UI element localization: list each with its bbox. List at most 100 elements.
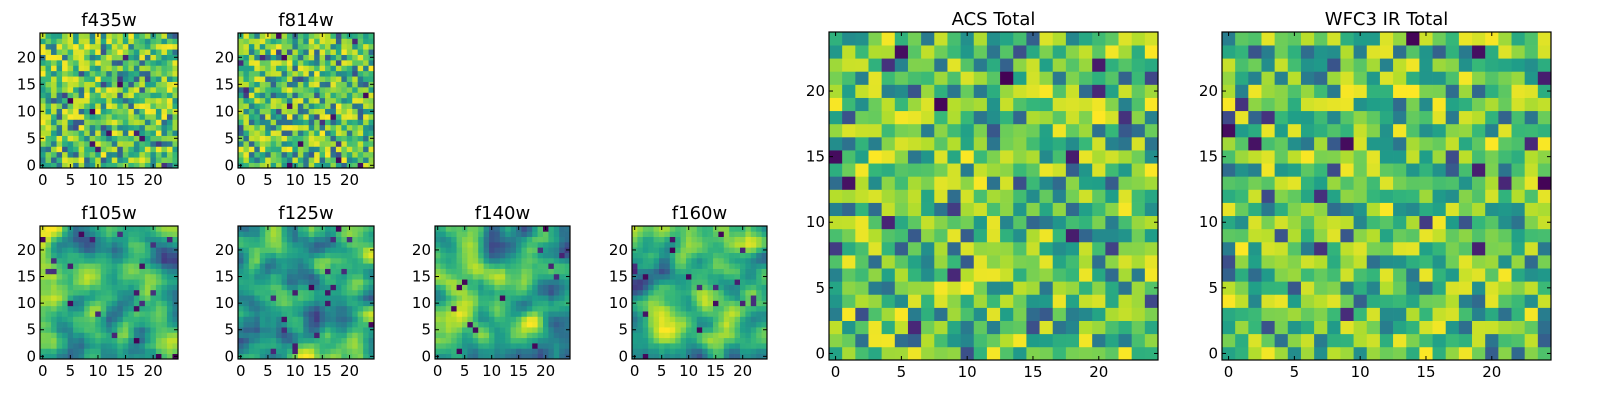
heatmap-cell [286,226,293,232]
heatmap-cell [907,58,922,72]
heatmap-cell [335,247,342,253]
heatmap-cell [286,87,293,93]
heatmap-cell [166,146,173,153]
heatmap-cell [691,268,698,275]
heatmap-cell [363,135,369,142]
heatmap-cell [1052,307,1067,321]
heatmap-cell [314,311,320,317]
heatmap-cell [729,311,735,317]
heatmap-cell [155,231,162,237]
heatmap-cell [642,247,649,253]
heatmap-cell [659,321,665,328]
heatmap-cell [1485,176,1499,190]
heatmap-cell [265,157,271,163]
heatmap-cell [276,135,282,142]
heatmap-cell [553,231,560,237]
heatmap-cell [842,320,856,335]
heatmap-cell [1485,333,1499,348]
heatmap-cell [696,226,703,232]
heatmap-cell [325,263,331,269]
heatmap-cell [259,130,266,136]
heatmap-cell [1000,202,1014,217]
heatmap-cell [675,327,681,333]
heatmap-cell [521,337,528,344]
heatmap-cell [73,337,79,344]
heatmap-cell [973,84,988,98]
heatmap-cell [335,311,342,317]
heatmap-cell [881,123,896,138]
heatmap-cell [319,60,326,66]
heatmap-cell [111,87,118,93]
heatmap-cell [51,252,57,259]
heatmap-cell [270,279,277,285]
heatmap-cell [238,289,244,296]
heatmap-cell [128,92,135,99]
heatmap-cell [1118,150,1133,164]
heatmap-cell [648,327,654,333]
heatmap-cell [297,316,304,323]
heatmap-cell [734,337,741,344]
heatmap-cell [510,273,517,280]
heatmap-cell [363,273,369,280]
heatmap-cell [680,332,687,339]
heatmap-cell [303,49,310,55]
heatmap-cell [84,162,91,169]
heatmap-cell [106,33,113,39]
heatmap-cell [729,226,735,232]
heatmap-cell [648,316,654,323]
heatmap-cell [973,110,988,125]
heatmap-cell [314,337,320,344]
heatmap-cell [122,252,129,259]
heatmap-cell [357,236,364,243]
heatmap-cell [532,305,538,312]
heatmap-cell [308,327,315,333]
heatmap-cell [483,332,490,339]
heatmap-cell [117,135,124,142]
heatmap-cell [84,81,91,88]
heatmap-cell [346,268,353,275]
heatmap-cell [292,273,299,280]
heatmap-cell [357,54,364,61]
heatmap-cell [842,58,856,72]
heatmap-cell [1261,307,1275,321]
heatmap-cell [1432,202,1447,217]
heatmap-cell [1079,215,1093,230]
heatmap-cell [729,327,735,333]
heatmap-cell [1353,163,1368,177]
heatmap-cell [254,108,261,115]
heatmap-cell [368,38,375,45]
heatmap-cell [675,343,681,349]
heatmap-cell [56,337,63,344]
heatmap-cell [1118,163,1133,177]
axes-frame [237,225,375,360]
heatmap-cell [155,43,162,50]
heatmap-cell [133,348,140,355]
heatmap-cell [1366,346,1381,361]
heatmap-cell [270,300,277,307]
heatmap-cell [122,348,129,355]
heatmap-cell [516,263,522,269]
heatmap-cell [1353,150,1368,164]
heatmap-cell [664,295,671,301]
heatmap-cell [303,327,310,333]
heatmap-cell [686,263,692,269]
heatmap-cell [335,70,342,77]
heatmap-cell [632,252,638,259]
heatmap-cell [106,348,113,355]
heatmap-cell [740,321,746,328]
heatmap-cell [259,268,266,275]
heatmap-cell [341,332,348,339]
heatmap-cell [56,316,63,323]
heatmap-cell [144,289,151,296]
heatmap-cell [281,316,288,323]
heatmap-cell [456,327,463,333]
heatmap-cell [281,43,288,50]
heatmap-cell [51,241,57,248]
heatmap-cell [368,76,375,82]
heatmap-cell [445,247,452,253]
heatmap-cell [1000,268,1014,282]
heatmap-cell [67,263,74,269]
heatmap-cell [243,130,250,136]
heatmap-cell [653,241,660,248]
heatmap-cell [686,332,692,339]
